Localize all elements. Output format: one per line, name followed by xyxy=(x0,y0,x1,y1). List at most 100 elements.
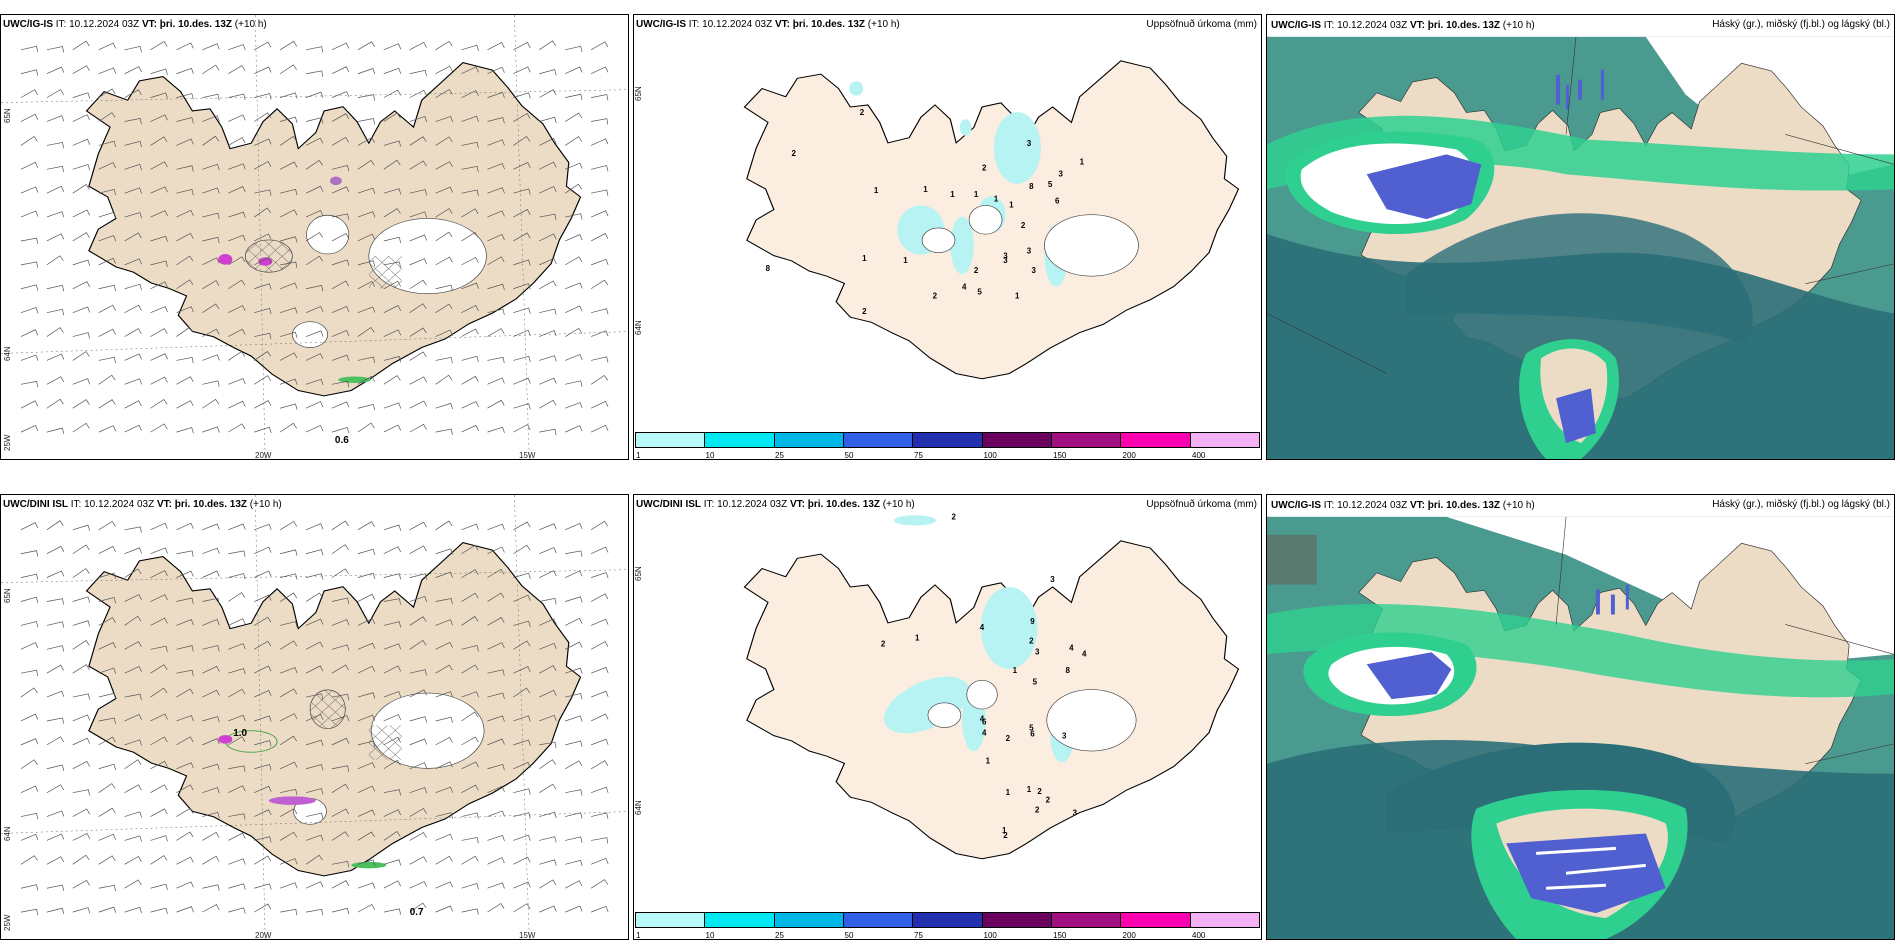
wind-barb xyxy=(150,353,168,361)
wind-barb xyxy=(331,164,350,172)
colorbar-tick-label: 75 xyxy=(914,451,923,460)
panel-title: Uppsöfnuð úrkoma (mm) xyxy=(1146,499,1257,510)
wind-barb xyxy=(513,283,531,290)
precip-value-label: 2 xyxy=(1037,787,1042,796)
wind-barb xyxy=(20,237,39,245)
wind-barb xyxy=(305,834,324,841)
wind-barb xyxy=(539,570,557,578)
wind-barb xyxy=(279,422,297,433)
wind-barb xyxy=(357,41,375,51)
wind-barb xyxy=(357,375,375,385)
wind-barb xyxy=(539,759,557,770)
wind-barb xyxy=(98,884,116,892)
wind-barb xyxy=(539,40,557,51)
wind-barb xyxy=(513,92,531,99)
wind-barb xyxy=(539,213,557,221)
wind-barb xyxy=(539,69,557,76)
wind-barb xyxy=(46,115,65,122)
wind-barb xyxy=(254,903,272,913)
wind-barb xyxy=(383,89,401,98)
wind-barb xyxy=(461,812,479,819)
wind-barb xyxy=(150,522,168,531)
precip-value-label: 2 xyxy=(1046,795,1051,804)
wind-barb xyxy=(202,257,220,266)
wind-barb xyxy=(202,904,220,913)
precip-value-label: 3 xyxy=(1073,809,1078,818)
wind-barb xyxy=(150,398,168,409)
wind-barb xyxy=(202,303,220,313)
wind-barb xyxy=(20,687,38,698)
wind-barb xyxy=(150,547,168,555)
wind-barb xyxy=(72,714,91,722)
wind-barb xyxy=(254,616,272,626)
wind-barb xyxy=(202,163,220,171)
wind-barb xyxy=(98,763,117,770)
wind-barb xyxy=(331,380,350,388)
wind-barb xyxy=(409,400,427,409)
wind-barb xyxy=(176,427,194,434)
wind-barb xyxy=(279,592,298,602)
precip-value-label: 9 xyxy=(1030,617,1035,626)
wind-barb xyxy=(487,328,505,337)
wind-barb xyxy=(409,545,427,555)
wind-barb xyxy=(20,713,39,722)
panel-dini-precip: UWC/DINI ISL IT: 10.12.2024 03Z VT: þri.… xyxy=(633,494,1262,940)
wind-barb xyxy=(279,831,298,841)
wind-barb xyxy=(228,668,246,675)
wind-barb xyxy=(20,596,39,604)
wind-barb xyxy=(72,544,90,555)
wind-barb xyxy=(357,859,376,866)
wind-barb xyxy=(539,116,557,124)
wind-barb xyxy=(383,830,401,841)
wind-barb xyxy=(72,524,91,531)
wind-barb xyxy=(228,907,246,914)
wind-barb xyxy=(176,306,194,313)
wind-barb xyxy=(279,352,298,361)
wind-barb xyxy=(202,645,220,652)
wind-barb xyxy=(176,165,194,172)
wind-barb xyxy=(331,568,349,578)
wind-barb xyxy=(539,137,557,146)
wind-barb xyxy=(331,233,350,242)
wind-barb xyxy=(150,186,168,194)
wind-barb xyxy=(383,643,402,650)
wind-barb xyxy=(539,905,557,913)
wind-barb xyxy=(331,644,350,651)
panel-title: Háský (gr.), miðský (fj.bl.) og lágský (… xyxy=(1712,19,1890,30)
wind-barb xyxy=(383,375,401,385)
wind-barb xyxy=(565,234,583,242)
precip-value-label: 4 xyxy=(962,283,967,292)
wind-barb xyxy=(487,715,505,722)
wind-barb xyxy=(383,356,402,363)
wind-barb xyxy=(280,549,298,556)
wind-barb xyxy=(46,308,65,316)
wind-barb xyxy=(98,855,116,865)
panel-header: UWC/IG-IS IT: 10.12.2024 03Z VT: þri. 10… xyxy=(636,19,900,30)
wind-barb xyxy=(72,620,91,627)
wind-barb xyxy=(383,112,401,122)
wind-barb xyxy=(46,907,65,915)
wind-barb xyxy=(72,209,91,218)
wind-barb xyxy=(202,716,220,723)
wind-barb xyxy=(435,428,453,435)
wind-barb xyxy=(487,692,505,699)
wind-barb xyxy=(383,859,402,866)
wind-barb xyxy=(590,546,609,555)
colorbar-tick-label: 150 xyxy=(1053,931,1067,940)
wind-barb xyxy=(383,159,401,170)
wind-barb xyxy=(124,568,142,578)
wind-barb xyxy=(72,351,90,361)
wind-barb xyxy=(228,523,246,531)
wind-barb xyxy=(539,836,557,843)
lon-label: 20W xyxy=(255,931,272,940)
wind-barb xyxy=(305,330,324,337)
wind-barb xyxy=(150,736,168,746)
wind-barb xyxy=(202,831,220,841)
lon-label: 25W xyxy=(3,914,12,931)
wind-barb xyxy=(305,285,324,292)
wind-barb xyxy=(565,522,583,531)
wind-barb xyxy=(20,89,39,98)
wind-barb xyxy=(357,692,376,699)
wind-barb xyxy=(591,356,609,363)
wind-barb xyxy=(98,140,116,148)
